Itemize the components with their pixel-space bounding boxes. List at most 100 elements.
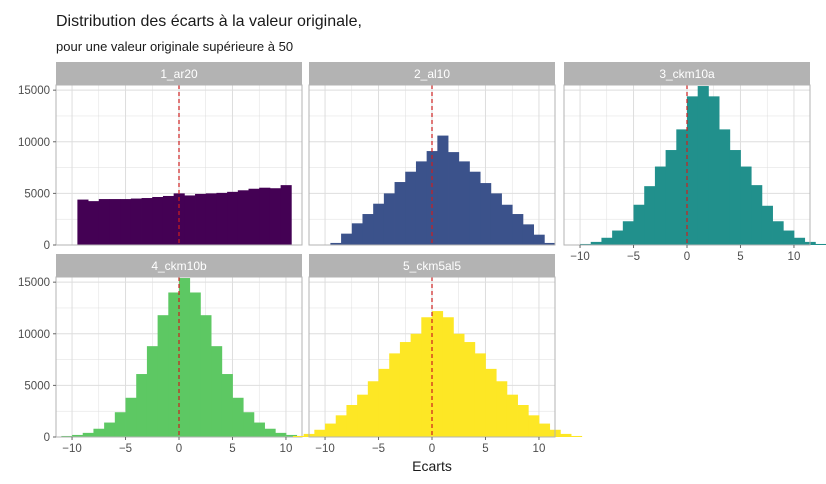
histogram-bar — [205, 193, 217, 245]
histogram-bar — [654, 166, 667, 245]
histogram-bar — [560, 433, 572, 437]
histogram-bar — [544, 242, 556, 245]
histogram-bar — [612, 230, 624, 245]
histogram-bar — [227, 191, 239, 245]
histogram-bar — [719, 129, 731, 245]
facet-strip — [309, 62, 555, 85]
histogram-bar — [125, 397, 137, 437]
histogram-bar — [590, 241, 602, 245]
histogram-bar — [351, 223, 363, 245]
histogram-bar — [665, 150, 677, 245]
x-tick-label: 5 — [229, 443, 235, 455]
histogram-bar — [362, 214, 374, 245]
facet-strip — [56, 254, 302, 277]
histogram-bar — [772, 221, 784, 245]
panel-border — [55, 84, 303, 246]
histogram-bar — [216, 192, 228, 245]
histogram-bar — [437, 135, 449, 245]
histogram-bar — [162, 195, 175, 245]
histogram-bar — [410, 333, 422, 437]
histogram-bar — [195, 193, 207, 245]
histogram-bar — [275, 432, 287, 437]
x-tick-label: −10 — [62, 443, 82, 455]
histogram-bar — [601, 237, 613, 245]
histogram-bar — [237, 190, 249, 245]
y-tick-label: 5000 — [24, 380, 50, 392]
histogram-bar — [528, 415, 540, 437]
y-tick-label: 5000 — [24, 188, 50, 200]
x-tick-label: 10 — [788, 251, 801, 263]
histogram-bar — [697, 86, 709, 245]
histogram-bar — [211, 346, 223, 437]
histogram-bar — [373, 203, 385, 245]
histogram-bar — [740, 166, 752, 245]
histogram-bar — [264, 428, 276, 437]
panel-border — [308, 84, 556, 246]
histogram-bar — [399, 342, 412, 437]
y-tick-label: 0 — [44, 432, 50, 444]
histogram-bar — [405, 171, 417, 245]
histogram-bar — [146, 346, 159, 437]
histogram-bar — [221, 374, 233, 437]
histogram-bar — [189, 292, 201, 437]
histogram-bar — [330, 242, 342, 245]
x-tick-label: 0 — [176, 443, 182, 455]
x-tick-label: −10 — [315, 443, 335, 455]
histogram-bar — [761, 205, 773, 245]
histogram-bar — [93, 428, 105, 437]
histogram-bar — [378, 368, 390, 437]
x-tick-label: −5 — [627, 251, 640, 263]
histogram-bar — [259, 187, 271, 245]
histogram-bar — [109, 199, 121, 245]
histogram-bar — [415, 161, 428, 245]
histogram-bar — [474, 353, 486, 437]
histogram-bar — [496, 381, 508, 437]
facet-panel-2_al10: 2_al10 — [308, 62, 556, 246]
histogram-bar — [152, 197, 164, 245]
histogram-bar — [389, 353, 401, 437]
histogram-bar — [458, 161, 470, 245]
histogram-bar — [184, 195, 196, 245]
histogram-bar — [501, 204, 513, 245]
histogram-bar — [432, 311, 444, 437]
facet-strip-label: 2_al10 — [414, 67, 450, 81]
histogram-bar — [453, 333, 465, 437]
y-tick-label: 0 — [44, 240, 50, 252]
chart-subtitle: pour une valeur originale supérieure à 5… — [56, 39, 294, 54]
y-tick-label: 15000 — [18, 277, 50, 289]
histogram-bar — [357, 394, 369, 437]
x-axis-label: Ecarts — [412, 458, 452, 474]
histogram-bar — [729, 150, 741, 245]
histogram-bar — [506, 394, 518, 437]
histogram-bar — [157, 315, 169, 437]
x-tick-label: 5 — [737, 251, 743, 263]
facet-strip — [564, 62, 810, 85]
histogram-bar — [622, 221, 634, 245]
histogram-bar — [335, 415, 347, 437]
histogram-bar — [538, 423, 551, 437]
histogram-bar — [783, 230, 795, 245]
histogram-bar — [136, 374, 148, 437]
histogram-bar — [394, 182, 406, 245]
histogram-bar — [253, 422, 265, 437]
histogram-bar — [448, 152, 460, 245]
histogram-bar — [580, 243, 592, 245]
y-tick-label: 10000 — [18, 329, 50, 341]
facet-panel-3_ckm10a: 3_ckm10a −10 −5 0 5 10 — [563, 62, 826, 263]
x-tick-label: 10 — [533, 443, 546, 455]
histogram-bar — [442, 317, 454, 437]
histogram-bar — [480, 183, 492, 245]
histogram-bar — [141, 198, 153, 245]
histogram-bar — [633, 204, 645, 245]
chart-title: Distribution des écarts à la valeur orig… — [56, 13, 362, 30]
facet-strip-label: 5_ckm5al5 — [403, 259, 461, 273]
x-tick-label: 0 — [429, 443, 435, 455]
histogram-bar — [383, 193, 395, 245]
histogram-bar — [243, 412, 255, 437]
histogram-bar — [280, 185, 292, 245]
histogram-bar — [292, 435, 305, 437]
histogram-bar — [98, 199, 110, 245]
histogram-bar — [104, 422, 116, 437]
x-tick-label: −5 — [372, 443, 385, 455]
